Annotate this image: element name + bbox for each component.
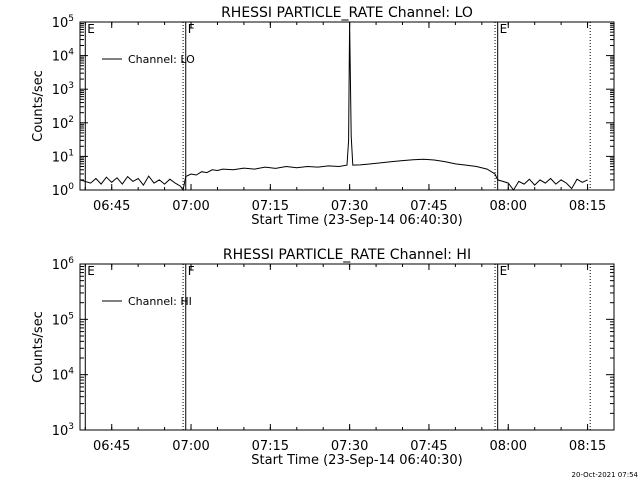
plot-frame: [79, 21, 615, 191]
x-axis-label: Start Time (23-Sep-14 06:40:30): [251, 453, 462, 468]
y-axis-label: Counts/sec: [31, 311, 46, 383]
x-tick-label: 07:30: [331, 439, 368, 454]
x-axis: 06:45 07:00 07:15 07:30 07:45 08:00 08:15: [84, 264, 615, 454]
x-axis-label: Start Time (23-Sep-14 06:40:30): [251, 213, 462, 228]
x-tick-label: 07:45: [410, 199, 447, 214]
y-tick-label: 104: [52, 367, 75, 384]
y-tick-label: 102: [52, 115, 74, 132]
y-axis: 100 101 102 103 104 105: [52, 14, 614, 199]
y-tick-label: 101: [52, 148, 74, 165]
x-tick-label: 07:15: [252, 439, 289, 454]
event-markers: F EE: [84, 22, 591, 190]
x-tick-label: 08:00: [490, 199, 527, 214]
y-tick-label: 103: [52, 81, 74, 98]
footer-timestamp: 20-Oct-2021 07:54: [571, 471, 638, 479]
event-marker-label: E: [87, 264, 95, 278]
legend-label: Channel: HI: [128, 295, 192, 308]
legend: Channel: LO: [102, 53, 195, 66]
event-marker-label: F: [188, 264, 195, 278]
x-tick-label: 07:15: [252, 199, 289, 214]
x-tick-label: 07:00: [172, 439, 209, 454]
x-tick-label: 06:45: [93, 439, 130, 454]
event-marker-label: E: [87, 22, 95, 36]
legend-label: Channel: LO: [128, 53, 195, 66]
chart-title: RHESSI PARTICLE_RATE Channel: HI: [223, 247, 471, 263]
event-marker-label: E: [500, 264, 508, 278]
event-markers: F EE: [84, 264, 591, 430]
chart-panel-0: RHESSI PARTICLE_RATE Channel: LO 06:45 07:…: [31, 5, 615, 228]
x-tick-label: 07:00: [172, 199, 209, 214]
event-marker-label: E: [500, 22, 508, 36]
chart-title: RHESSI PARTICLE_RATE Channel: LO: [221, 5, 473, 21]
y-tick-label: 100: [52, 182, 75, 199]
x-tick-label: 07:30: [331, 199, 368, 214]
y-tick-label: 103: [52, 422, 74, 439]
x-tick-label: 08:15: [569, 439, 606, 454]
y-tick-label: 105: [52, 14, 74, 31]
x-tick-label: 07:45: [410, 439, 447, 454]
plot-frame: [79, 263, 615, 431]
event-marker-label: F: [188, 22, 195, 36]
y-tick-label: 106: [52, 256, 75, 273]
x-tick-label: 08:15: [569, 199, 606, 214]
y-axis-label: Counts/sec: [31, 70, 46, 142]
x-axis: 06:45 07:00 07:15 07:30 07:45 08:00 08:15: [84, 22, 615, 214]
legend: Channel: HI: [102, 295, 192, 308]
chart-panel-1: RHESSI PARTICLE_RATE Channel: HI 06:45 07:…: [31, 247, 615, 468]
y-tick-label: 105: [52, 311, 74, 328]
y-axis: 103 104 105 106: [52, 256, 614, 439]
x-tick-label: 08:00: [490, 439, 527, 454]
series-line: [79, 21, 588, 192]
y-tick-label: 104: [52, 48, 75, 65]
x-tick-label: 06:45: [93, 199, 130, 214]
